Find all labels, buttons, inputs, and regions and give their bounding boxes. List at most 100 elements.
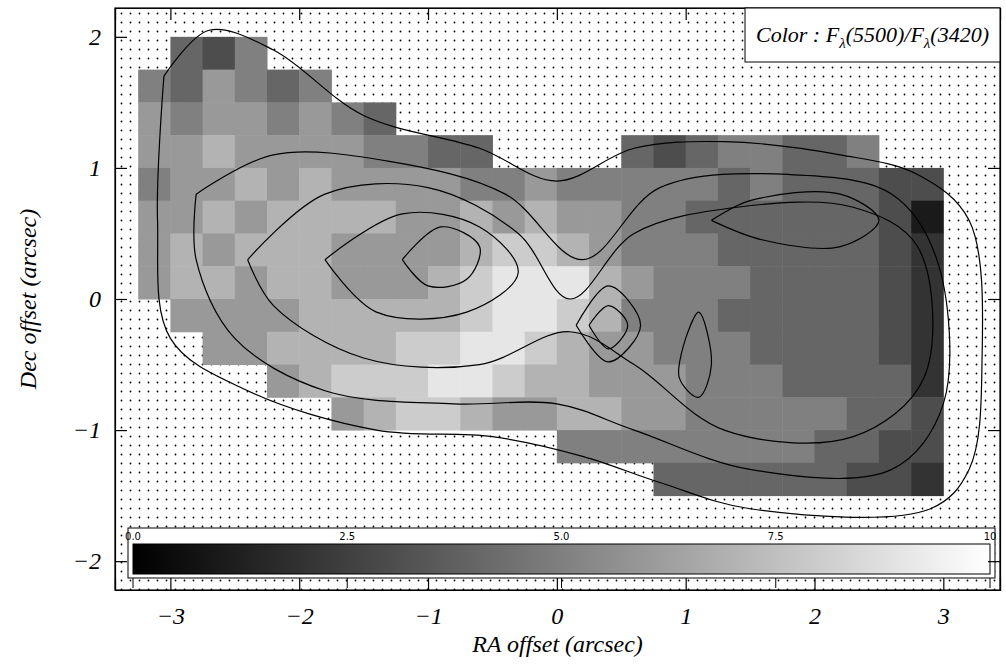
tick-mark (988, 299, 1000, 300)
cell (364, 299, 397, 332)
cell (847, 332, 880, 365)
cell (750, 463, 783, 496)
cell (621, 397, 654, 430)
contour (248, 183, 933, 443)
cell (718, 233, 751, 266)
tick: −2 (73, 548, 127, 574)
cell (814, 332, 847, 365)
cell (589, 266, 622, 299)
cell (364, 135, 397, 168)
colorbar-tick-label: 2.5 (339, 531, 355, 542)
cell (653, 233, 686, 266)
colorbar-tick (775, 578, 776, 588)
cell (267, 266, 300, 299)
cell (428, 397, 461, 430)
x-axis-title: RA offset (arcsec) (471, 631, 643, 657)
cell (492, 233, 525, 266)
cell (653, 266, 686, 299)
cell (750, 332, 783, 365)
cell (782, 463, 815, 496)
colorbar-ticks: 0.02.55.07.510 (125, 531, 996, 588)
cell (814, 233, 847, 266)
cell (267, 233, 300, 266)
cell (557, 397, 590, 430)
contour (679, 312, 712, 397)
cell (138, 266, 171, 299)
cell (879, 233, 912, 266)
chart: 0.02.55.07.510−3−2−10123−2−1012RA offset… (0, 0, 1006, 665)
cell (235, 135, 268, 168)
cell (299, 299, 332, 332)
cell (396, 365, 429, 398)
cell (782, 299, 815, 332)
cell (879, 299, 912, 332)
cell (686, 135, 719, 168)
tick: 0 (551, 578, 563, 629)
cell (525, 365, 558, 398)
cell (557, 266, 590, 299)
cell (525, 332, 558, 365)
tick-mark (988, 561, 1000, 562)
cell (460, 233, 493, 266)
cell (428, 135, 461, 168)
cell (911, 397, 944, 430)
cell (653, 135, 686, 168)
tick-mark (115, 299, 127, 300)
cell (203, 332, 236, 365)
cell (235, 266, 268, 299)
tick: 1 (680, 578, 692, 629)
cell (331, 102, 364, 135)
tick (428, 8, 429, 20)
cell (331, 397, 364, 430)
colorbar-tick-label: 10 (984, 531, 997, 542)
cell (847, 397, 880, 430)
cell (331, 365, 364, 398)
cell (814, 397, 847, 430)
cell (718, 168, 751, 201)
cell (203, 102, 236, 135)
cell (235, 70, 268, 103)
cell (170, 266, 203, 299)
cell (170, 168, 203, 201)
cell (235, 332, 268, 365)
tick-label: −1 (414, 603, 442, 629)
cell (589, 233, 622, 266)
cell (686, 168, 719, 201)
colorbar-tick (133, 578, 134, 588)
y-axis-right (988, 9, 1001, 591)
cell (782, 201, 815, 234)
tick-mark (299, 8, 300, 20)
cell (460, 397, 493, 430)
cell (686, 233, 719, 266)
tick: 0 (89, 286, 127, 312)
cell (750, 430, 783, 463)
colorbar (133, 544, 990, 574)
cell (525, 168, 558, 201)
cell (235, 37, 268, 70)
cell (814, 430, 847, 463)
cell (267, 201, 300, 234)
cell (589, 299, 622, 332)
cell (203, 233, 236, 266)
contour (711, 192, 878, 249)
cell (621, 168, 654, 201)
cell (299, 201, 332, 234)
contour (157, 29, 982, 517)
cell (235, 168, 268, 201)
cell (299, 266, 332, 299)
cell (364, 365, 397, 398)
cell (911, 332, 944, 365)
cell (911, 430, 944, 463)
tick (988, 561, 1000, 562)
cell (847, 463, 880, 496)
tick-mark (170, 578, 171, 590)
cell (492, 299, 525, 332)
cell (653, 430, 686, 463)
tick-mark (115, 561, 127, 562)
cell (750, 168, 783, 201)
cell (750, 299, 783, 332)
cell (396, 201, 429, 234)
cell (331, 299, 364, 332)
cell (170, 233, 203, 266)
tick (170, 8, 171, 20)
